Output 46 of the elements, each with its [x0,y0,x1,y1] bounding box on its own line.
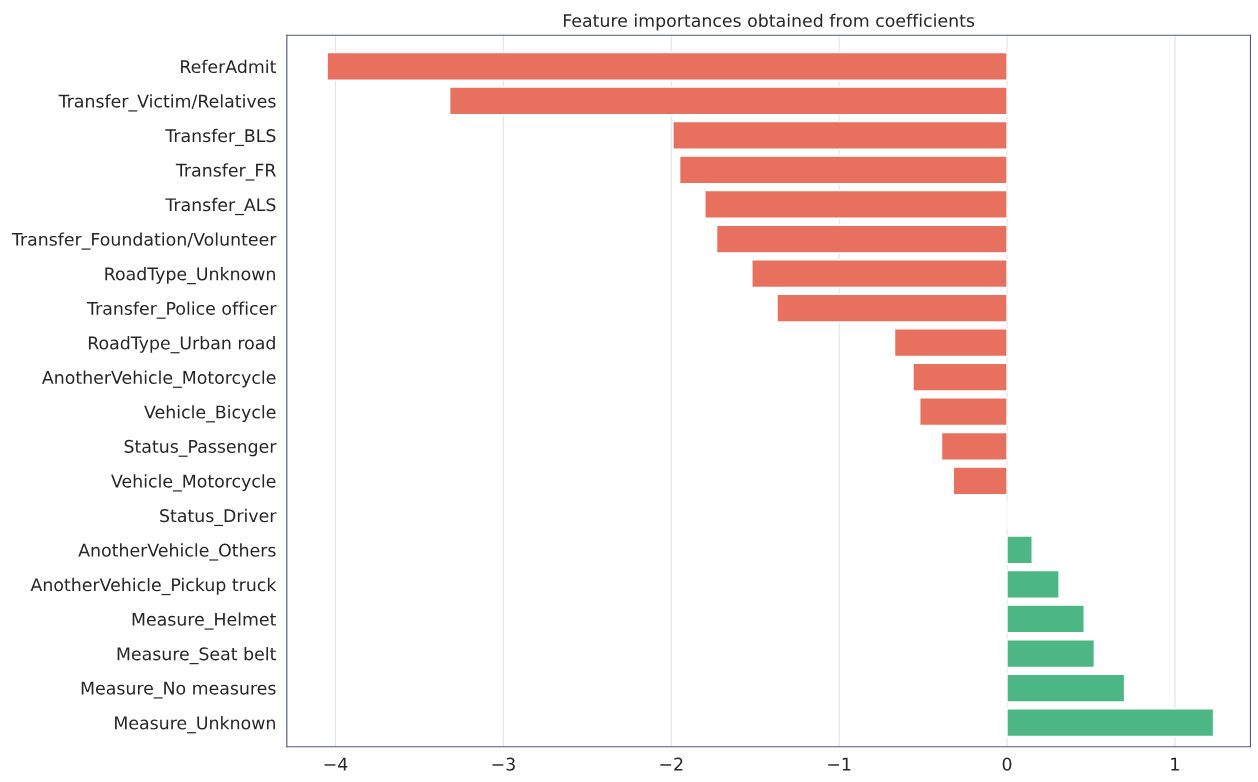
x-tick-label: 0 [1002,757,1012,771]
x-tick-label: −2 [660,757,683,771]
bar [776,293,1008,323]
y-tick-label: Measure_Helmet [132,612,276,630]
bar [940,431,1008,461]
y-tick-label: Transfer_BLS [165,128,276,147]
x-tick-label: −1 [828,757,851,771]
y-tick-label: RoadType_Urban road [88,336,275,354]
x-tick-label: −3 [492,757,515,771]
y-tick-label: Status_Passenger [124,439,277,457]
y-tick-label: Transfer_FR [175,163,276,181]
x-tick-label: 1 [1171,757,1179,771]
y-tick-label: Transfer_ALS [165,197,276,216]
bar [326,51,1008,81]
x-tick-label: −4 [324,757,348,771]
bar [678,155,1008,185]
bar [1006,708,1215,738]
bar [715,224,1008,254]
bar [912,362,1008,392]
bar [1006,673,1126,703]
bar [751,259,1008,289]
y-tick-label: Measure_No measures [81,681,276,699]
bar [952,466,1008,496]
bar [448,86,1008,116]
bar [1006,604,1085,634]
bar [1006,569,1060,599]
y-tick-label: Measure_Seat belt [117,646,276,665]
bar [1006,535,1033,565]
y-tick-label: AnotherVehicle_Pickup truck [30,577,277,596]
bar [704,189,1008,219]
y-tick-label: Vehicle_Bicycle [144,405,276,423]
bar [672,120,1008,150]
y-tick-label: RoadType_Unknown [105,266,275,285]
y-tick-label: ReferAdmit [181,59,276,74]
chart-title: Feature importances obtained from coefficients [563,13,975,31]
y-tick-label: Status_Driver [160,508,277,527]
bar [893,328,1008,358]
y-tick-label: AnotherVehicle_Others [78,543,276,561]
bar [1006,639,1096,669]
y-tick-label: Measure_Unknown [115,716,275,734]
y-tick-label: AnotherVehicle_Motorcycle [41,370,276,388]
y-tick-label: Transfer_Victim/Relatives [58,94,276,112]
y-tick-label: Transfer_Foundation/Volunteer [11,232,277,250]
y-tick-label: Transfer_Police officer [86,301,277,319]
bar [919,397,1008,427]
y-tick-label: Vehicle_Motorcycle [111,474,276,492]
